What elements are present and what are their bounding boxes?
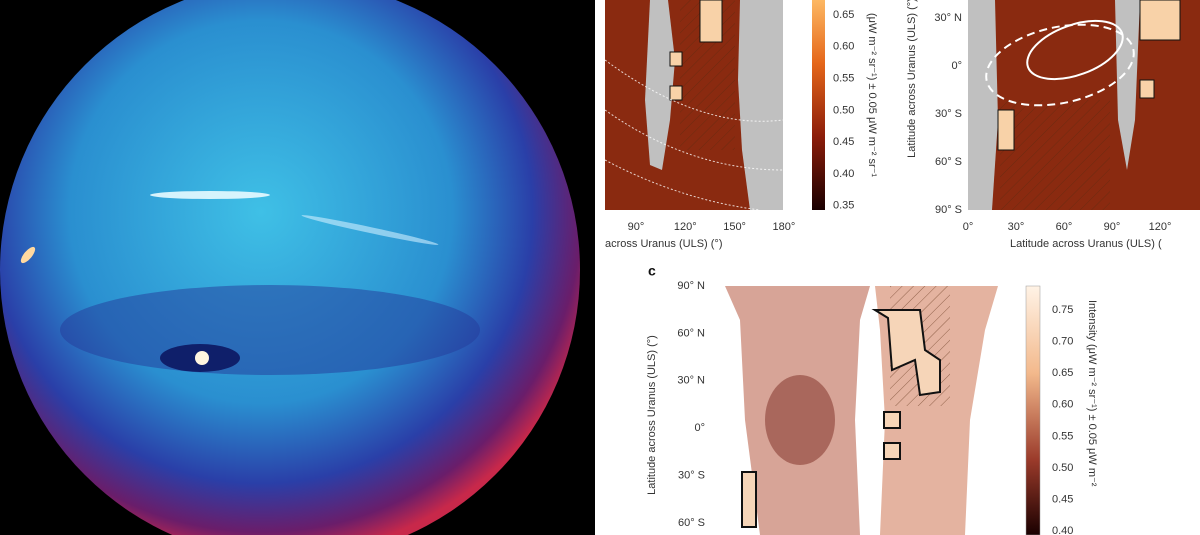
y-tick-label: 30° S: [678, 470, 705, 482]
highlight-box: [883, 442, 901, 460]
planet: [0, 0, 580, 535]
dark-blob: [765, 375, 835, 465]
colorbar-tick-label: 0.75: [1052, 304, 1073, 316]
no-data-region: [645, 0, 675, 170]
colorbar-tick-label: 0.65: [833, 9, 854, 21]
y-tick-label: 60° S: [678, 517, 705, 529]
no-data-region: [968, 0, 998, 210]
highlight-box: [1139, 79, 1155, 99]
x-tick-label: 90°: [1104, 221, 1121, 233]
y-tick-label: 60° N: [677, 327, 705, 339]
heatmap-c: [710, 286, 998, 535]
x-axis-label: Latitude across Uranus (ULS) (: [1010, 238, 1162, 250]
y-tick-label: 30° N: [677, 375, 705, 387]
colorbar-tick-label: 0.45: [833, 136, 854, 148]
colorbar-tick-label: 0.55: [833, 73, 854, 85]
y-tick-label: 30° N: [934, 12, 962, 24]
colorbar-tick-label: 0.40: [833, 168, 854, 180]
cloud-streak: [301, 215, 439, 245]
y-tick-label: 90° S: [935, 204, 962, 216]
colorbar-tick-label: 0.40: [1052, 525, 1073, 535]
x-tick-label: 30°: [1008, 221, 1025, 233]
contour: [604, 59, 784, 211]
x-tick-label: 60°: [1056, 221, 1073, 233]
cloud-streak: [150, 191, 270, 199]
y-axis-label: Latitude across Uranus (ULS) (°): [646, 335, 658, 495]
highlight-box: [1139, 0, 1181, 41]
colorbar-tick-label: 0.60: [833, 41, 854, 53]
x-tick-label: 150°: [723, 221, 746, 233]
contour: [985, 23, 1135, 107]
cloud-streak: [20, 246, 36, 264]
highlight-box: [741, 471, 757, 528]
highlight-box: [883, 411, 901, 429]
highlight-box: [669, 85, 683, 101]
x-tick-label: 0°: [963, 221, 974, 233]
x-axis-label: across Uranus (ULS) (°): [605, 238, 722, 250]
bright-spot: [195, 351, 209, 365]
y-tick-label: 0°: [694, 422, 705, 434]
colorbar-tick-label: 0.60: [1052, 399, 1073, 411]
x-tick-label: 120°: [674, 221, 697, 233]
colorbar-tick-label: 0.45: [1052, 494, 1073, 506]
colorbar-tick-label: 0.35: [833, 200, 854, 212]
colorbar-label: Intensity (μW m⁻² sr⁻¹) ± 0.05 μW m⁻²: [1086, 300, 1098, 487]
planet-band: [60, 285, 480, 375]
colorbar-tick-label: 0.55: [1052, 430, 1073, 442]
x-tick-label: 90°: [628, 221, 645, 233]
hatched-region: [1000, 100, 1110, 210]
y-tick-label: 60° S: [935, 156, 962, 168]
panel-letter: c: [648, 263, 656, 279]
no-data-region: [738, 0, 783, 210]
colorbar-tick-label: 0.50: [833, 104, 854, 116]
highlight-box: [669, 51, 683, 67]
colorbar-tick-label: 0.50: [1052, 462, 1073, 474]
y-tick-label: 0°: [951, 60, 962, 72]
highlight-box: [699, 0, 723, 43]
highlight-box: [997, 109, 1015, 151]
y-tick-label: 30° S: [935, 108, 962, 120]
colorbar: [812, 0, 825, 210]
x-tick-label: 180°: [773, 221, 796, 233]
highlight-box: [871, 309, 941, 397]
x-tick-label: 120°: [1149, 221, 1172, 233]
y-axis-label: Latitude across Uranus (ULS) (°): [906, 0, 918, 158]
colorbar: [1025, 285, 1041, 535]
colorbar-tick-label: 0.70: [1052, 336, 1073, 348]
y-tick-label: 90° N: [677, 280, 705, 292]
colorbar-label: (μW m⁻² sr⁻¹) ± 0.05 μW m⁻² sr⁻¹: [866, 13, 878, 177]
colorbar-tick-label: 0.65: [1052, 367, 1073, 379]
